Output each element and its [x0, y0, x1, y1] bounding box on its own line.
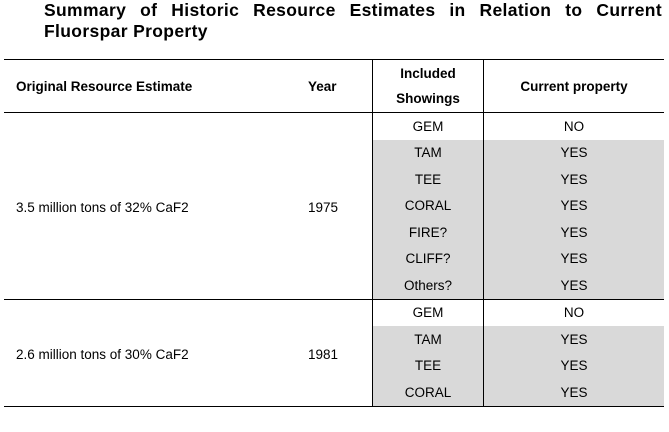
header-showings-line-2: Showings	[396, 91, 460, 106]
table-row: TEE YES	[4, 352, 664, 379]
title-line-2: Fluorspar Property	[44, 21, 208, 41]
header-original-estimate: Original Resource Estimate	[4, 59, 298, 113]
current-cell: YES	[483, 379, 664, 407]
header-current-property: Current property	[483, 59, 664, 113]
table-row: CORAL YES	[4, 192, 664, 219]
table-row: CLIFF? YES	[4, 245, 664, 272]
showing-cell: FIRE?	[372, 219, 484, 246]
current-cell: YES	[483, 245, 664, 272]
current-cell: NO	[483, 299, 664, 326]
current-cell: YES	[483, 166, 664, 193]
table-row: TAM YES	[4, 139, 664, 166]
table-row: TAM YES	[4, 326, 664, 353]
resource-estimates-table: Original Resource Estimate Year Included…	[4, 59, 664, 407]
current-cell: YES	[483, 192, 664, 219]
table-row: 3.5 million tons of 32% CaF2 1975 GEM NO	[4, 112, 664, 300]
table-row: Others? YES	[4, 272, 664, 300]
year-cell: 1981	[298, 299, 373, 407]
table-row: CORAL YES	[4, 379, 664, 407]
showing-cell: CORAL	[372, 379, 484, 407]
current-cell: YES	[483, 219, 664, 246]
table-row: TEE YES	[4, 166, 664, 193]
estimate-cell: 2.6 million tons of 30% CaF2	[4, 299, 298, 407]
table-header-row: Original Resource Estimate Year Included…	[4, 59, 664, 113]
estimate-cell: 3.5 million tons of 32% CaF2	[4, 112, 298, 300]
showing-cell: TEE	[372, 166, 484, 193]
showing-cell: Others?	[372, 272, 484, 300]
header-year: Year	[298, 59, 373, 113]
page-title: Summary of Historic Resource Estimates i…	[44, 0, 669, 42]
showing-cell: CORAL	[372, 192, 484, 219]
year-cell: 1975	[298, 112, 373, 300]
table-row: 2.6 million tons of 30% CaF2 1981 GEM NO	[4, 299, 664, 407]
title-line-1: Summary of Historic Resource Estimates i…	[44, 0, 662, 20]
header-included-showings: Included Showings	[372, 59, 484, 113]
showing-cell: TAM	[372, 326, 484, 353]
showing-cell: TEE	[372, 352, 484, 379]
showing-cell: CLIFF?	[372, 245, 484, 272]
current-cell: YES	[483, 326, 664, 353]
table-row: FIRE? YES	[4, 219, 664, 246]
current-cell: YES	[483, 352, 664, 379]
showing-cell: GEM	[372, 299, 484, 326]
showing-cell: GEM	[372, 112, 484, 140]
current-cell: NO	[483, 112, 664, 140]
showing-cell: TAM	[372, 139, 484, 166]
current-cell: YES	[483, 139, 664, 166]
current-cell: YES	[483, 272, 664, 300]
header-showings-line-1: Included	[400, 66, 456, 81]
